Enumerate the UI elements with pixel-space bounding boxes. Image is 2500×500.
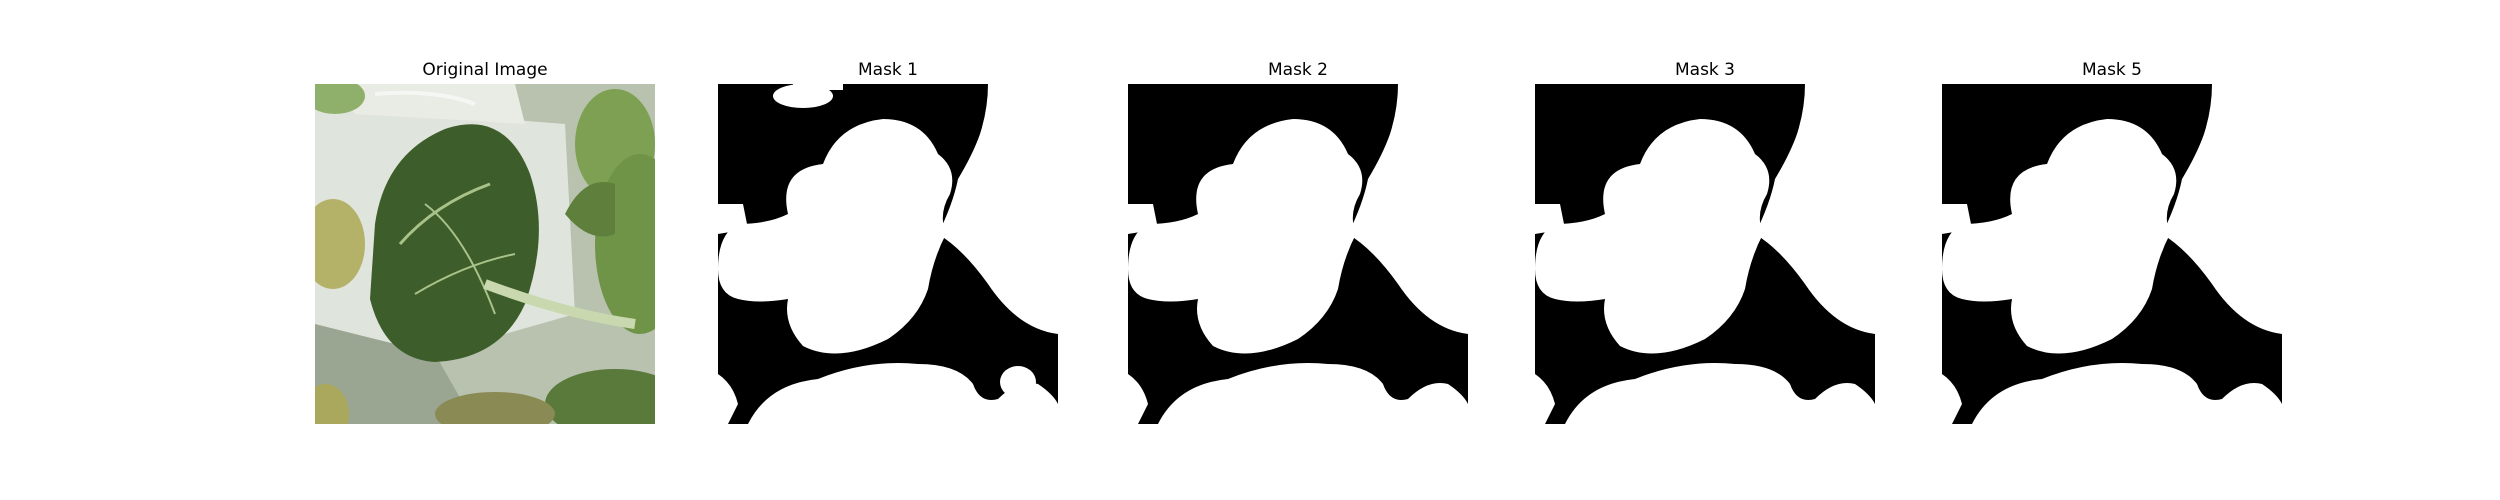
mask-image (1942, 84, 2282, 424)
panel-title: Mask 3 (1674, 60, 1735, 80)
panel-mask-1: Mask 1 (718, 0, 1058, 500)
panel-mask-3: Mask 3 (1535, 0, 1875, 500)
panel-title: Mask 1 (857, 60, 918, 80)
panel-mask-5: Mask 5 (1942, 0, 2282, 500)
original-photo (315, 84, 655, 424)
panel-mask-2: Mask 2 (1128, 0, 1468, 500)
panel-title: Mask 2 (1267, 60, 1328, 80)
panel-title: Original Image (422, 60, 548, 80)
panel-original: Original Image (315, 0, 655, 500)
mask-image (1535, 84, 1875, 424)
mask-image (1128, 84, 1468, 424)
panel-title: Mask 5 (2081, 60, 2142, 80)
mask-image (718, 84, 1058, 424)
